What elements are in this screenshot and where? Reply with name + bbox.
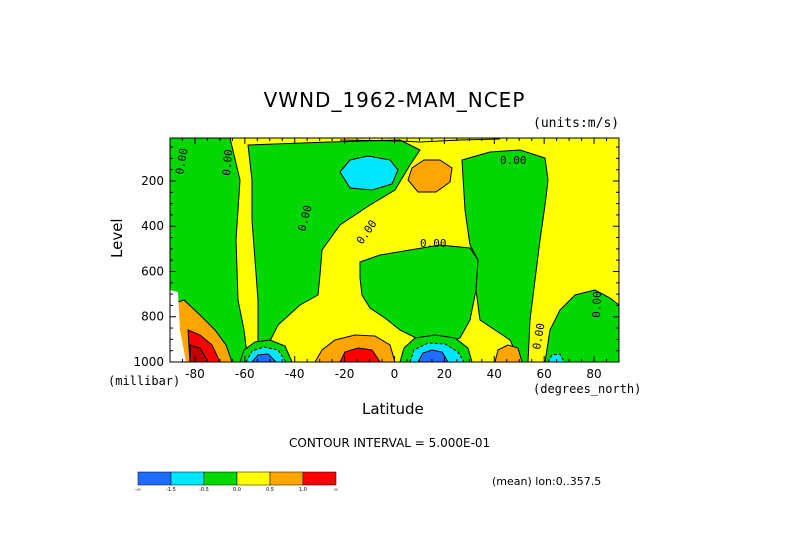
x-tick-label: 20 [437, 367, 452, 381]
x-tick-label: 0 [391, 367, 399, 381]
contour-label-5: 0.00 [420, 237, 447, 250]
x-tick-label: -80 [185, 367, 205, 381]
legend-swatch [302, 471, 337, 486]
legend-label: 0.0 [233, 487, 241, 493]
contour-fills [170, 138, 619, 362]
legend-swatch [203, 471, 238, 486]
legend-label: 0.5 [266, 487, 274, 493]
legend-label: 1.0 [299, 487, 307, 493]
y-tick-label: 200 [141, 174, 164, 188]
contour-label-1: 0.00 [173, 147, 190, 175]
legend-swatch [269, 471, 304, 486]
strong-negative-equator [417, 349, 449, 362]
contour-label-2: 0.00 [220, 149, 235, 177]
x-tick-label: -40 [285, 367, 305, 381]
x-tick-label: -20 [335, 367, 355, 381]
x-axis-units: (degrees_north) [533, 382, 642, 396]
positive-max-north-surface [494, 344, 523, 362]
contour-interval-text: CONTOUR INTERVAL = 5.000E-01 [289, 436, 491, 450]
legend-swatch [170, 471, 205, 486]
contour-label-8: 0.00 [590, 291, 604, 318]
legend-swatch [137, 471, 172, 486]
x-tick-label: -60 [235, 367, 255, 381]
y-tick-label: 600 [141, 264, 164, 278]
negative-core-north-surface [547, 353, 565, 362]
legend-label: -∞ [135, 487, 141, 493]
positive-max-upper [407, 159, 453, 193]
upper-contour-line [339, 138, 501, 143]
legend-swatch [236, 471, 271, 486]
x-tick-label: 40 [487, 367, 502, 381]
missing-data-patch [170, 290, 186, 362]
y-axis: 200 400 600 800 1000 [133, 146, 619, 369]
negative-region-north-mid [461, 149, 549, 362]
negative-region-equator [359, 244, 479, 346]
y-tick-label: 1000 [133, 355, 164, 369]
contour-label-6: 0.00 [500, 154, 527, 167]
legend-label: ∞ [334, 487, 338, 493]
legend-label: -0.5 [199, 487, 209, 493]
x-axis-label: Latitude [362, 400, 424, 418]
color-legend: -∞ -1.5 -0.5 0.0 0.5 1.0 ∞ [135, 471, 338, 493]
chart-title: VWND_1962-MAM_NCEP [263, 88, 526, 112]
negative-core-upper [339, 155, 399, 191]
negative-region-upper-mid [247, 139, 421, 362]
strong-positive-south-surface [339, 347, 381, 362]
x-tick-label: 80 [586, 367, 601, 381]
negative-region-north-surface [544, 289, 619, 362]
y-tick-label: 400 [141, 219, 164, 233]
x-tick-label: 60 [537, 367, 552, 381]
y-tick-label: 800 [141, 310, 164, 324]
legend-label: -1.5 [166, 487, 176, 493]
units-label: (units:m/s) [533, 116, 620, 131]
mean-longitude-note: (mean) lon:0..357.5 [492, 475, 602, 488]
contour-label-7: 0.00 [530, 322, 547, 350]
x-axis: -80 -60 -40 -20 0 20 40 60 80 [169, 138, 620, 381]
y-axis-units: (millibar) [108, 374, 181, 388]
